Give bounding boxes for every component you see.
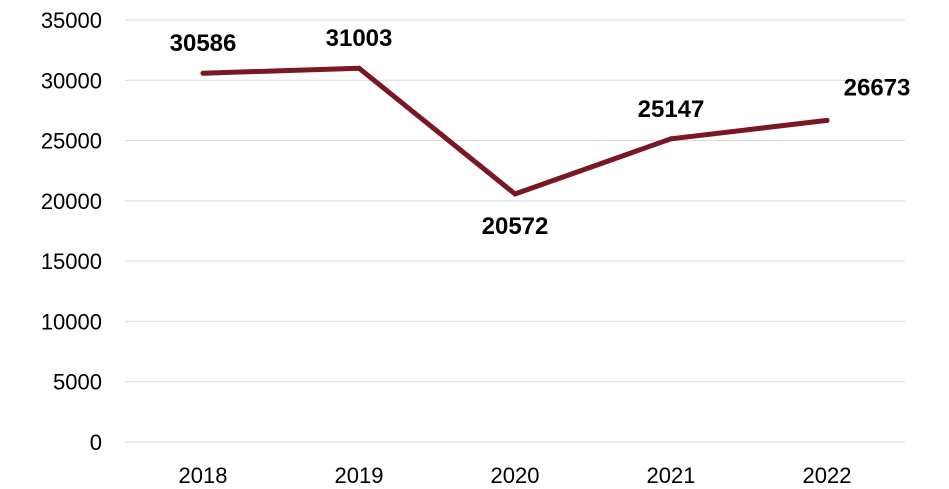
x-axis-tick-labels: 2018 2019 2020 2021 2022 <box>179 463 852 488</box>
x-tick-label: 2020 <box>491 463 540 488</box>
y-tick-label: 25000 <box>41 129 102 154</box>
y-tick-label: 30000 <box>41 68 102 93</box>
y-axis-tick-labels: 0 5000 10000 15000 20000 25000 30000 35000 <box>41 8 102 455</box>
x-tick-label: 2018 <box>179 463 228 488</box>
data-label: 25147 <box>638 96 705 123</box>
series-layer <box>200 65 830 197</box>
data-label: 30586 <box>170 30 237 57</box>
y-tick-label: 5000 <box>53 370 102 395</box>
data-label: 20572 <box>482 213 549 240</box>
data-point <box>512 191 518 197</box>
data-point <box>824 117 830 123</box>
series-line <box>200 65 830 197</box>
data-label: 31003 <box>326 25 393 52</box>
data-labels: 30586 31003 20572 25147 26673 <box>170 25 911 240</box>
x-tick-label: 2019 <box>335 463 384 488</box>
data-point <box>356 65 362 71</box>
gridlines <box>125 19 905 443</box>
x-tick-label: 2022 <box>803 463 852 488</box>
x-tick-label: 2021 <box>647 463 696 488</box>
data-point <box>668 136 674 142</box>
data-label: 26673 <box>844 74 911 101</box>
y-tick-label: 10000 <box>41 309 102 334</box>
y-tick-label: 15000 <box>41 249 102 274</box>
y-tick-label: 20000 <box>41 189 102 214</box>
y-tick-label: 35000 <box>41 8 102 33</box>
data-point <box>200 70 206 76</box>
y-tick-label: 0 <box>90 430 102 455</box>
